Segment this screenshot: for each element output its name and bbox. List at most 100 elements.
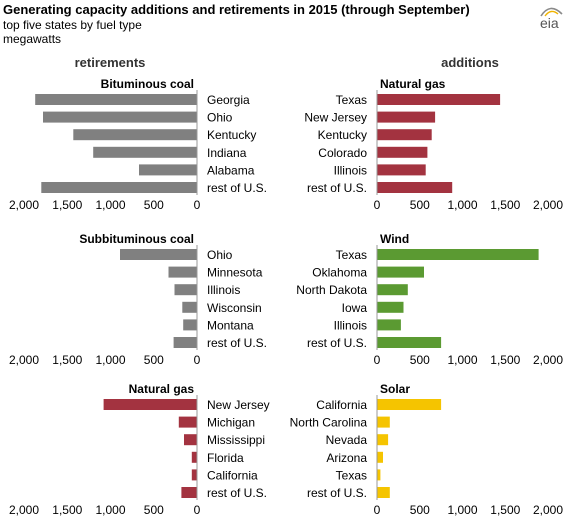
- panel-title-additions-wind: Wind: [380, 232, 409, 246]
- bar-additions-wind-5: [377, 337, 442, 348]
- bar-retirements-bituminous-coal-3: [93, 146, 197, 158]
- eia-logo: eia: [540, 7, 563, 30]
- category-label-retirements-subbituminous-coal-5: rest of U.S.: [207, 336, 267, 350]
- category-label-additions-wind-1: Oklahoma: [312, 266, 367, 280]
- category-label-additions-solar-5: rest of U.S.: [307, 486, 367, 500]
- category-label-retirements-bituminous-coal-3: Indiana: [207, 146, 247, 160]
- bar-retirements-subbituminous-coal-3: [182, 301, 197, 313]
- tick-label-additions-solar-3: 1,500: [490, 503, 520, 517]
- category-label-additions-natural-gas-2: Kentucky: [318, 128, 367, 142]
- panel-title-additions-solar: Solar: [380, 382, 410, 396]
- tick-label-additions-wind-3: 1,500: [490, 353, 520, 367]
- bar-retirements-subbituminous-coal-2: [174, 284, 197, 296]
- tick-label-additions-wind-2: 1,000: [447, 353, 477, 367]
- category-label-retirements-natural-gas-5: rest of U.S.: [207, 486, 267, 500]
- bar-retirements-natural-gas-2: [184, 434, 197, 446]
- tick-label-retirements-natural-gas-4: 2,000: [9, 503, 39, 517]
- bar-additions-solar-4: [377, 469, 381, 481]
- panel-title-retirements-bituminous-coal: Bituminous coal: [101, 77, 194, 91]
- tick-label-retirements-bituminous-coal-4: 2,000: [9, 198, 39, 212]
- tick-label-additions-wind-1: 500: [410, 353, 430, 367]
- bar-additions-solar-2: [377, 434, 389, 446]
- bar-additions-solar-1: [377, 416, 390, 428]
- category-label-retirements-subbituminous-coal-2: Illinois: [207, 283, 240, 297]
- category-label-retirements-subbituminous-coal-3: Wisconsin: [207, 301, 262, 315]
- chart-title: Generating capacity additions and retire…: [3, 2, 470, 17]
- category-label-retirements-natural-gas-2: Mississippi: [207, 433, 265, 447]
- bar-additions-wind-2: [377, 284, 408, 296]
- logo-text: eia: [540, 15, 559, 30]
- category-label-additions-solar-4: Texas: [336, 468, 367, 482]
- column-title-retirements: retirements: [75, 55, 146, 70]
- tick-label-additions-solar-1: 500: [410, 503, 430, 517]
- tick-label-retirements-bituminous-coal-2: 1,000: [95, 198, 125, 212]
- tick-label-additions-natural-gas-4: 2,000: [533, 198, 563, 212]
- tick-label-additions-natural-gas-2: 1,000: [447, 198, 477, 212]
- category-label-retirements-subbituminous-coal-0: Ohio: [207, 248, 233, 262]
- category-label-additions-natural-gas-5: rest of U.S.: [307, 181, 367, 195]
- panel-title-additions-natural-gas: Natural gas: [380, 77, 446, 91]
- bar-retirements-bituminous-coal-4: [139, 164, 197, 176]
- category-label-retirements-natural-gas-4: California: [207, 468, 258, 482]
- category-label-additions-wind-0: Texas: [336, 248, 367, 262]
- tick-label-retirements-bituminous-coal-1: 500: [144, 198, 164, 212]
- bar-additions-natural-gas-2: [377, 129, 432, 141]
- category-label-additions-wind-5: rest of U.S.: [307, 336, 367, 350]
- tick-label-retirements-subbituminous-coal-2: 1,000: [95, 353, 125, 367]
- bar-retirements-subbituminous-coal-1: [168, 266, 197, 278]
- bar-retirements-subbituminous-coal-5: [173, 337, 197, 348]
- category-label-additions-natural-gas-1: New Jersey: [304, 111, 367, 125]
- category-label-additions-solar-3: Arizona: [326, 451, 367, 465]
- bar-additions-natural-gas-4: [377, 164, 426, 176]
- category-label-additions-wind-2: North Dakota: [296, 283, 367, 297]
- category-label-additions-solar-2: Nevada: [326, 433, 368, 447]
- tick-label-additions-solar-0: 0: [374, 503, 381, 517]
- bar-retirements-natural-gas-3: [191, 451, 197, 463]
- bar-retirements-bituminous-coal-1: [43, 111, 197, 123]
- tick-label-additions-natural-gas-0: 0: [374, 198, 381, 212]
- tick-label-retirements-subbituminous-coal-0: 0: [194, 353, 201, 367]
- category-label-additions-solar-1: North Carolina: [290, 416, 368, 430]
- tick-label-additions-solar-4: 2,000: [533, 503, 563, 517]
- bar-additions-wind-0: [377, 249, 539, 260]
- tick-label-additions-natural-gas-3: 1,500: [490, 198, 520, 212]
- bar-additions-natural-gas-0: [377, 94, 501, 105]
- tick-label-retirements-subbituminous-coal-1: 500: [144, 353, 164, 367]
- category-label-retirements-subbituminous-coal-1: Minnesota: [207, 266, 263, 280]
- bar-retirements-bituminous-coal-5: [41, 182, 197, 193]
- category-label-retirements-natural-gas-1: Michigan: [207, 416, 255, 430]
- category-label-retirements-bituminous-coal-1: Ohio: [207, 111, 233, 125]
- tick-label-retirements-subbituminous-coal-3: 1,500: [52, 353, 82, 367]
- chart-subtitle: top five states by fuel type megawatts: [3, 18, 142, 46]
- category-label-additions-natural-gas-4: Illinois: [334, 163, 367, 177]
- bar-retirements-natural-gas-0: [103, 399, 197, 410]
- bar-retirements-natural-gas-5: [181, 487, 197, 498]
- tick-label-retirements-subbituminous-coal-4: 2,000: [9, 353, 39, 367]
- bar-additions-solar-5: [377, 487, 390, 498]
- bar-additions-wind-1: [377, 266, 424, 278]
- tick-label-retirements-natural-gas-3: 1,500: [52, 503, 82, 517]
- category-label-additions-natural-gas-3: Colorado: [318, 146, 367, 160]
- tick-label-additions-wind-4: 2,000: [533, 353, 563, 367]
- bar-additions-solar-0: [377, 399, 442, 410]
- subtitle-line-2: megawatts: [3, 32, 62, 46]
- bar-additions-wind-4: [377, 319, 401, 331]
- category-label-retirements-natural-gas-0: New Jersey: [207, 398, 270, 412]
- bar-additions-natural-gas-1: [377, 111, 436, 123]
- bar-retirements-natural-gas-1: [178, 416, 197, 428]
- panel-title-retirements-natural-gas: Natural gas: [129, 382, 195, 396]
- tick-label-retirements-natural-gas-0: 0: [194, 503, 201, 517]
- bar-additions-solar-3: [377, 451, 383, 463]
- category-label-retirements-subbituminous-coal-4: Montana: [207, 318, 254, 332]
- category-label-additions-natural-gas-0: Texas: [336, 93, 367, 107]
- tick-label-additions-solar-2: 1,000: [447, 503, 477, 517]
- bar-retirements-natural-gas-4: [191, 469, 197, 481]
- bar-additions-wind-3: [377, 301, 404, 313]
- bar-retirements-bituminous-coal-2: [73, 129, 197, 141]
- tick-label-additions-wind-0: 0: [374, 353, 381, 367]
- category-label-retirements-natural-gas-3: Florida: [207, 451, 244, 465]
- bar-retirements-bituminous-coal-0: [35, 94, 198, 105]
- bar-retirements-subbituminous-coal-4: [183, 319, 197, 331]
- tick-label-retirements-bituminous-coal-3: 1,500: [52, 198, 82, 212]
